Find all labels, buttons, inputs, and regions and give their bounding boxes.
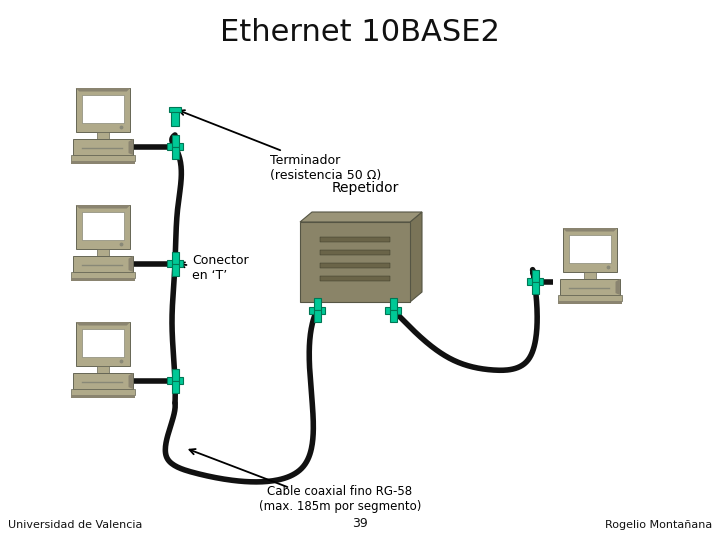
Bar — [167, 260, 183, 267]
Bar — [300, 222, 410, 302]
Bar — [309, 307, 325, 314]
Bar — [82, 95, 124, 123]
Bar — [171, 264, 179, 276]
Polygon shape — [616, 279, 620, 295]
Bar — [73, 373, 133, 389]
Bar — [76, 205, 130, 249]
Polygon shape — [558, 301, 621, 303]
Polygon shape — [129, 139, 133, 155]
Polygon shape — [76, 88, 130, 91]
Bar — [320, 250, 390, 255]
Bar — [71, 389, 135, 395]
Bar — [320, 263, 390, 268]
Bar — [569, 235, 611, 263]
Text: Conector
en ‘T’: Conector en ‘T’ — [180, 254, 248, 282]
Bar — [320, 276, 390, 281]
Bar — [171, 381, 179, 393]
Bar — [390, 310, 397, 322]
Bar — [390, 298, 397, 310]
Bar — [527, 279, 543, 286]
Bar — [531, 282, 539, 294]
Bar — [76, 88, 130, 132]
Polygon shape — [76, 205, 130, 208]
Bar — [313, 298, 320, 310]
Bar — [171, 135, 179, 147]
Polygon shape — [129, 373, 133, 389]
Bar — [96, 132, 109, 139]
Bar — [167, 144, 183, 151]
Text: Cable coaxial fino RG-58
(max. 185m por segmento): Cable coaxial fino RG-58 (max. 185m por … — [258, 485, 421, 513]
Bar — [171, 108, 179, 126]
Bar — [73, 256, 133, 272]
Bar — [169, 107, 181, 112]
Bar — [82, 329, 124, 357]
Bar — [563, 228, 617, 272]
Bar — [320, 237, 390, 242]
Polygon shape — [563, 228, 617, 232]
Polygon shape — [410, 212, 422, 302]
Polygon shape — [71, 395, 135, 397]
Bar — [76, 322, 130, 366]
Bar — [584, 272, 596, 279]
Bar — [82, 212, 124, 240]
Bar — [71, 155, 135, 161]
Bar — [385, 307, 401, 314]
Bar — [167, 377, 183, 384]
Bar — [531, 270, 539, 282]
Polygon shape — [129, 256, 133, 272]
Bar — [558, 295, 621, 301]
Bar — [560, 279, 620, 295]
Bar — [96, 366, 109, 373]
Text: Universidad de Valencia: Universidad de Valencia — [8, 520, 143, 530]
Polygon shape — [300, 212, 422, 222]
Text: Rogelio Montañana: Rogelio Montañana — [605, 520, 712, 530]
Text: Terminador
(resistencia 50 Ω): Terminador (resistencia 50 Ω) — [179, 110, 382, 182]
Bar — [73, 139, 133, 155]
Text: Ethernet 10BASE2: Ethernet 10BASE2 — [220, 18, 500, 47]
Polygon shape — [71, 278, 135, 281]
Text: Repetidor: Repetidor — [331, 181, 399, 195]
Bar — [71, 272, 135, 278]
Bar — [171, 369, 179, 381]
Text: 39: 39 — [352, 517, 368, 530]
Bar — [313, 310, 320, 322]
Bar — [171, 252, 179, 264]
Polygon shape — [76, 322, 130, 326]
Bar — [171, 147, 179, 159]
Polygon shape — [71, 161, 135, 164]
Bar — [96, 249, 109, 256]
